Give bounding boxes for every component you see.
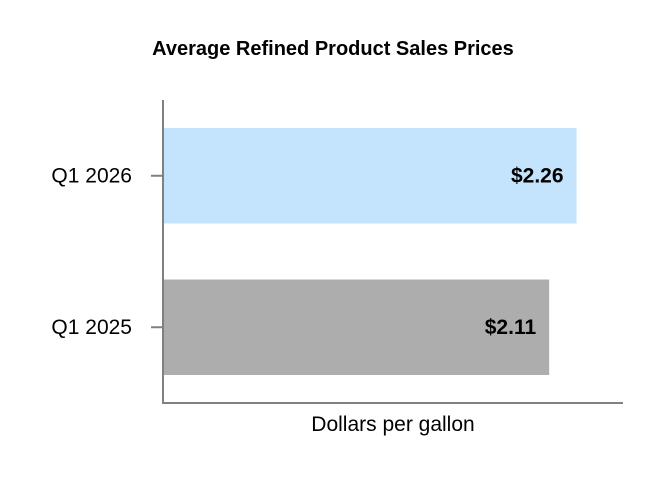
y-tick-label-0: Q1 2026	[51, 164, 132, 187]
y-tick-label-1: Q1 2025	[51, 316, 132, 339]
x-axis-label: Dollars per gallon	[311, 413, 475, 436]
data-label-1: $2.11	[485, 316, 537, 339]
bar-1	[164, 279, 550, 375]
data-label-0: $2.26	[511, 164, 564, 187]
chart-title: Average Refined Product Sales Prices	[152, 38, 514, 60]
bar-0	[164, 128, 577, 224]
